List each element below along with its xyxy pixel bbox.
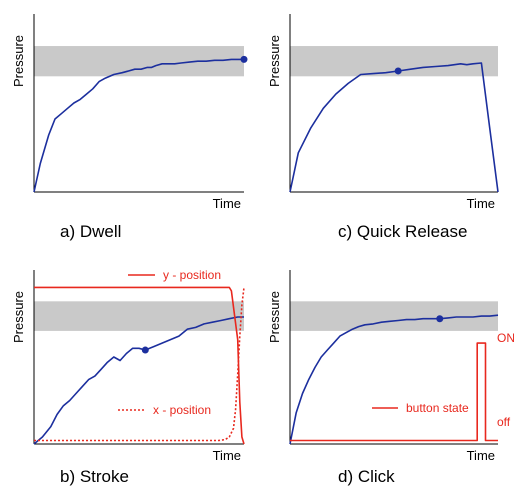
- x-axis-label: Time: [467, 196, 495, 211]
- chart-panel-4: Pressure Time d) Click button state ON off: [267, 270, 514, 486]
- legend-label-button-state: button state: [406, 401, 469, 415]
- target-band: [34, 301, 244, 331]
- x-axis-label: Time: [213, 196, 241, 211]
- series-line-pressure: [33, 58, 244, 193]
- state-label-off: off: [497, 415, 511, 429]
- state-label-on: ON: [497, 331, 514, 345]
- series-line-pressure: [33, 316, 244, 445]
- series-line-button-state: [290, 342, 498, 442]
- legend-label-x-position: x - position: [153, 403, 211, 417]
- series-marker: [141, 346, 149, 354]
- series-marker: [436, 315, 444, 323]
- chart-panel-1: Pressure Time a) Dwell: [11, 14, 248, 241]
- chart-caption: a) Dwell: [60, 222, 121, 241]
- series-line-pressure: [289, 62, 499, 193]
- x-axis-label: Time: [213, 448, 241, 463]
- y-axis-label: Pressure: [267, 35, 282, 87]
- legend-label-y-position: y - position: [163, 268, 221, 282]
- series-marker: [394, 67, 402, 75]
- y-axis-label: Pressure: [11, 291, 26, 343]
- y-axis-label: Pressure: [267, 291, 282, 343]
- series-line-pressure: [289, 314, 499, 445]
- series-line-x-position: [34, 287, 245, 442]
- target-band: [290, 301, 498, 331]
- series-line-y-position: [34, 286, 245, 445]
- chart-caption: c) Quick Release: [338, 222, 467, 241]
- y-axis-label: Pressure: [11, 35, 26, 87]
- chart-caption: d) Click: [338, 467, 395, 486]
- chart-caption: b) Stroke: [60, 467, 129, 486]
- series-marker: [240, 55, 248, 63]
- x-axis-label: Time: [467, 448, 495, 463]
- chart-panel-3: Pressure Time b) Stroke y - position x - pos…: [11, 268, 245, 486]
